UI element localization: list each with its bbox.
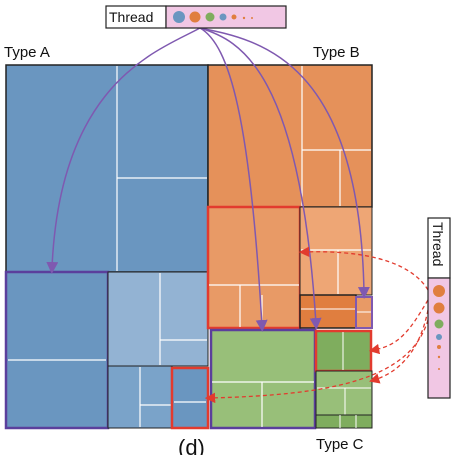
thread-dots-icon	[433, 285, 445, 370]
thread-arrows-purple	[46, 27, 370, 332]
type-a-top-block	[5, 64, 209, 273]
type-b-label: Type B	[313, 44, 360, 61]
type-c-region	[209, 328, 373, 430]
type-a-thread-block	[4, 270, 110, 430]
type-b-region	[206, 64, 373, 330]
type-c-dark-strip	[315, 414, 373, 429]
type-c-label: Type C	[316, 436, 364, 453]
thread-legend-top: Thread	[105, 5, 287, 29]
type-b-dark-block	[299, 294, 357, 329]
thread-dots-icon	[173, 11, 253, 23]
thread-legend-right: Thread	[427, 217, 451, 399]
thread-top-label: Thread	[109, 9, 153, 25]
thread-arrows-red	[204, 246, 429, 404]
thread-right-label: Thread	[430, 222, 446, 266]
figure-caption: (d)	[178, 435, 205, 455]
type-a-red-block	[170, 366, 210, 430]
type-b-light-block	[299, 206, 373, 296]
type-b-top-block	[207, 64, 373, 208]
type-a-label: Type A	[4, 44, 50, 61]
type-c-thread-block	[209, 328, 317, 430]
type-a-region	[4, 64, 210, 430]
type-a-light-block	[107, 271, 209, 367]
